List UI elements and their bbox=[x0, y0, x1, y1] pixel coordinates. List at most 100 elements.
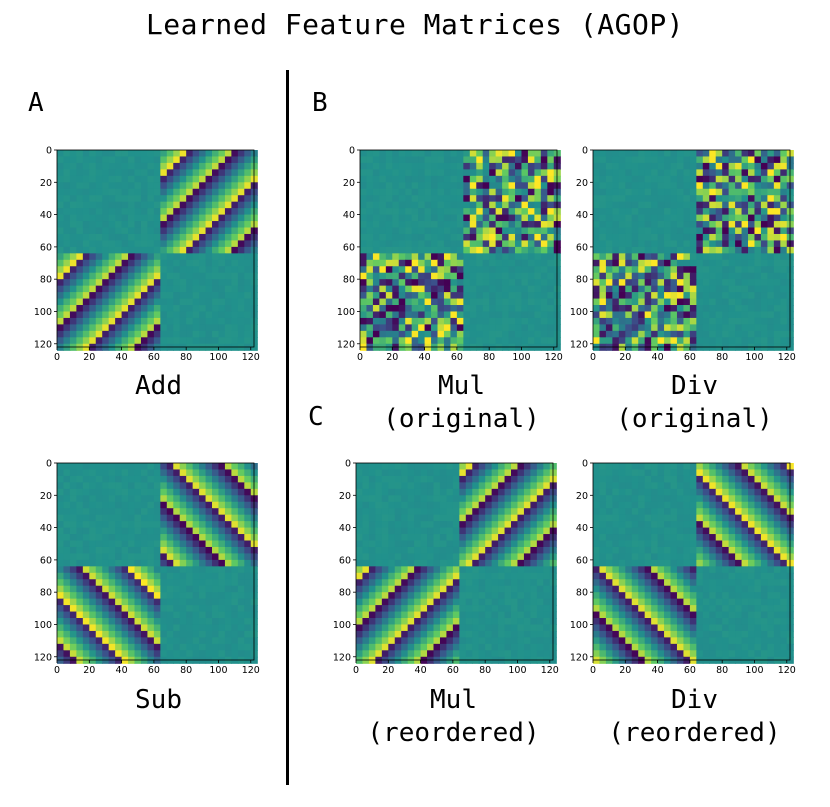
x-tick-label: 80 bbox=[479, 665, 491, 676]
heatmap-cell bbox=[431, 182, 439, 190]
heatmap-cell bbox=[722, 272, 730, 280]
heatmap-cell bbox=[128, 201, 136, 209]
heatmap-cell bbox=[469, 330, 477, 338]
heatmap-cell bbox=[212, 259, 220, 267]
heatmap-cell bbox=[489, 246, 497, 254]
heatmap-cell bbox=[115, 259, 123, 267]
heatmap-cell bbox=[173, 266, 181, 274]
heatmap-cell bbox=[456, 182, 464, 190]
heatmap-cell bbox=[748, 246, 756, 254]
heatmap-cell bbox=[508, 182, 516, 190]
heatmap-cell bbox=[244, 559, 252, 567]
heatmap-cell bbox=[394, 611, 402, 619]
heatmap-cell bbox=[360, 324, 368, 332]
heatmap-cell bbox=[372, 337, 380, 345]
heatmap-cell bbox=[657, 292, 665, 300]
heatmap-cell bbox=[527, 272, 535, 280]
heatmap-cell bbox=[780, 201, 788, 209]
heatmap-cell bbox=[237, 618, 245, 626]
heatmap-cell bbox=[536, 540, 544, 548]
heatmap-cell bbox=[767, 266, 775, 274]
heatmap-cell bbox=[515, 272, 523, 280]
heatmap-cell bbox=[186, 169, 194, 177]
heatmap-cell bbox=[431, 324, 439, 332]
heatmap-cell bbox=[160, 279, 168, 287]
heatmap-cell bbox=[186, 572, 194, 580]
heatmap-cell bbox=[469, 182, 477, 190]
heatmap-cell bbox=[612, 330, 620, 338]
heatmap-cell bbox=[472, 508, 480, 516]
heatmap-cell bbox=[437, 266, 445, 274]
heatmap-cell bbox=[485, 598, 493, 606]
heatmap-cell bbox=[392, 337, 400, 345]
heatmap-cell bbox=[231, 305, 239, 313]
heatmap-cell bbox=[95, 514, 103, 522]
heatmap-cell bbox=[108, 233, 116, 242]
heatmap-cell bbox=[179, 305, 187, 313]
heatmap-cell bbox=[773, 311, 781, 319]
heatmap-cell bbox=[735, 227, 743, 235]
heatmap-cell bbox=[102, 546, 110, 555]
heatmap-cell bbox=[95, 618, 103, 626]
heatmap-cell bbox=[593, 266, 601, 274]
heatmap-cell bbox=[63, 637, 71, 645]
heatmap-cell bbox=[489, 182, 497, 190]
heatmap-cell bbox=[534, 221, 542, 229]
heatmap-cell bbox=[735, 240, 743, 248]
heatmap-cell bbox=[192, 150, 200, 158]
heatmap-cell bbox=[95, 579, 103, 587]
heatmap-cell bbox=[676, 305, 685, 313]
heatmap-cell bbox=[362, 482, 370, 490]
heatmap-cell bbox=[173, 469, 181, 477]
heatmap-cell bbox=[780, 285, 788, 293]
heatmap-cell bbox=[147, 650, 155, 658]
heatmap-cell bbox=[76, 188, 84, 196]
heatmap-cell bbox=[489, 324, 497, 332]
heatmap-cell bbox=[82, 233, 90, 242]
heatmap-cell bbox=[388, 650, 396, 658]
heatmap-cell bbox=[205, 624, 213, 632]
heatmap-cell bbox=[362, 475, 370, 483]
heatmap-cell bbox=[115, 266, 123, 274]
heatmap-cell bbox=[534, 240, 542, 248]
heatmap-cell bbox=[121, 469, 129, 477]
heatmap-cell bbox=[625, 253, 633, 261]
heatmap-cell bbox=[166, 233, 174, 242]
heatmap-cell bbox=[147, 495, 155, 503]
heatmap-cell bbox=[89, 311, 97, 319]
heatmap-cell bbox=[418, 246, 426, 254]
heatmap-cell bbox=[76, 624, 84, 632]
heatmap-cell bbox=[502, 259, 510, 267]
heatmap-cell bbox=[224, 559, 232, 567]
heatmap-cell bbox=[504, 624, 512, 632]
heatmap-cell bbox=[82, 201, 90, 209]
heatmap-cell bbox=[192, 637, 200, 645]
heatmap-cell bbox=[121, 463, 129, 471]
heatmap-cell bbox=[368, 572, 376, 580]
heatmap-cell bbox=[212, 214, 220, 222]
heatmap-cell bbox=[140, 175, 149, 183]
heatmap-cell bbox=[224, 475, 232, 483]
heatmap-cell bbox=[89, 643, 97, 651]
heatmap-cell bbox=[502, 337, 510, 345]
heatmap-cell bbox=[683, 208, 691, 216]
heatmap-cell bbox=[372, 214, 380, 222]
heatmap-cell bbox=[102, 266, 110, 274]
heatmap-cell bbox=[398, 246, 406, 254]
heatmap-cell bbox=[95, 324, 103, 332]
heatmap-cell bbox=[420, 469, 428, 477]
heatmap-cell bbox=[735, 214, 743, 222]
heatmap-cell bbox=[515, 214, 523, 222]
x-tick-label: 40 bbox=[419, 352, 431, 363]
heatmap-cell bbox=[405, 272, 413, 280]
heatmap-cell bbox=[385, 305, 393, 313]
heatmap-cell bbox=[664, 169, 672, 177]
heatmap-cell bbox=[128, 337, 136, 345]
heatmap-cell bbox=[140, 150, 149, 158]
heatmap-cell bbox=[166, 488, 174, 496]
heatmap-cell bbox=[69, 272, 77, 280]
heatmap-cell bbox=[166, 227, 174, 235]
heatmap-cell bbox=[186, 208, 194, 216]
heatmap-cell bbox=[160, 514, 168, 522]
heatmap-cell bbox=[407, 637, 415, 645]
